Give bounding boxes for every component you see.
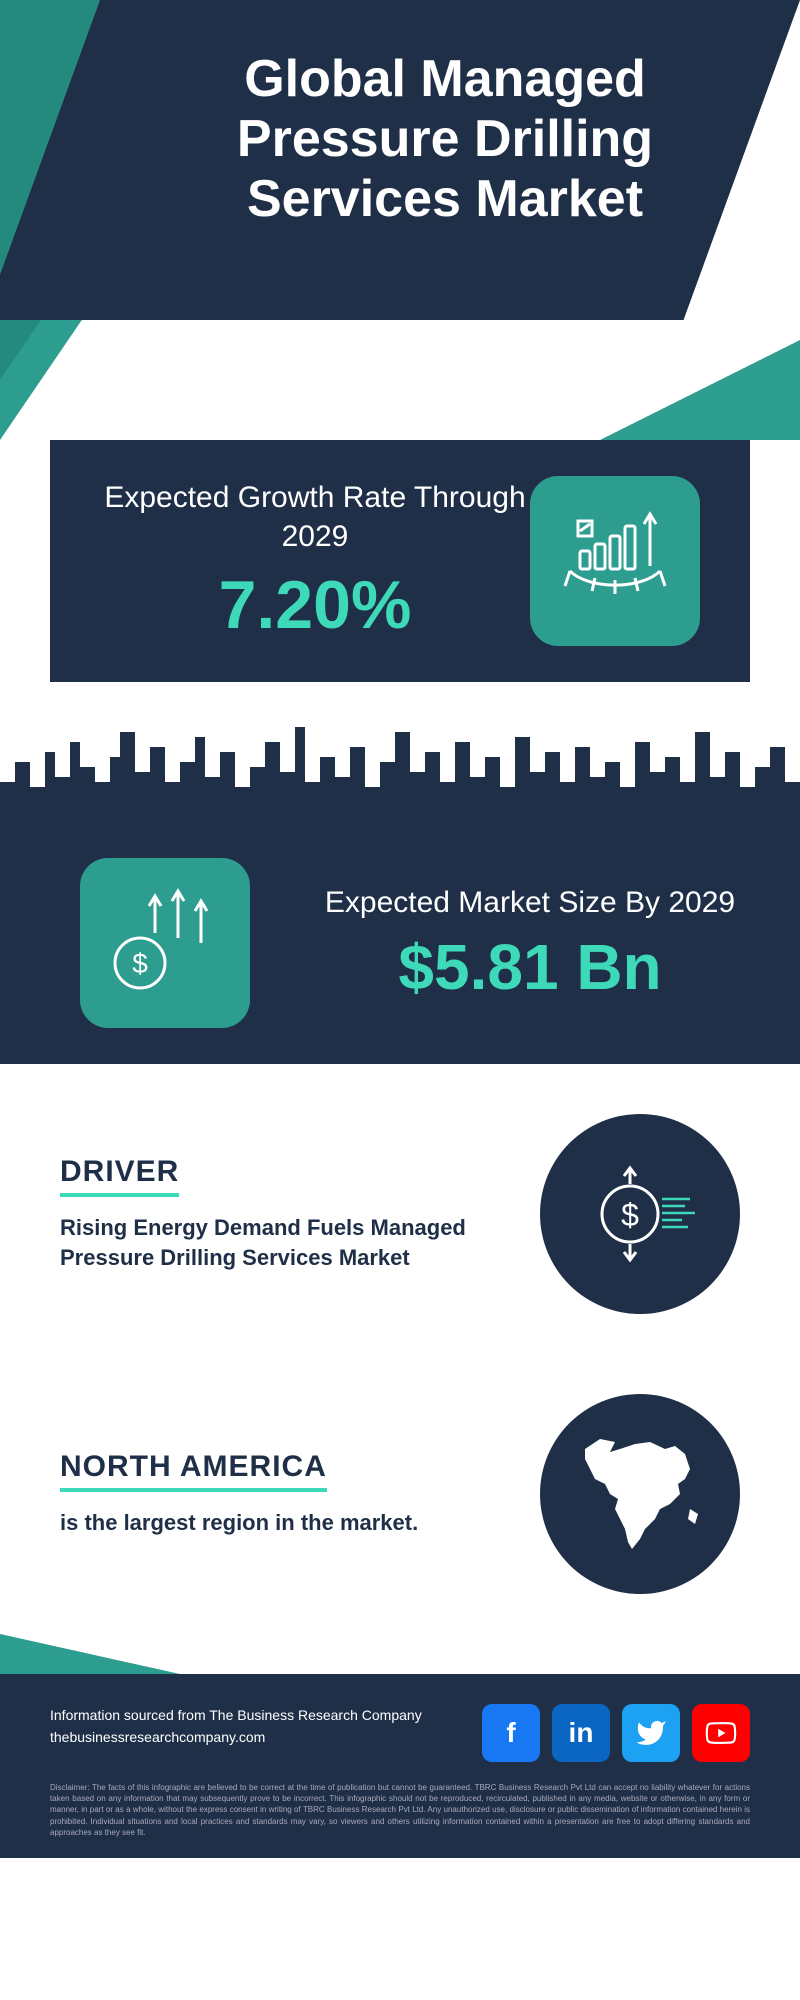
- youtube-icon[interactable]: [692, 1704, 750, 1762]
- driver-section: DRIVER Rising Energy Demand Fuels Manage…: [0, 1064, 800, 1344]
- footer: Information sourced from The Business Re…: [0, 1674, 800, 1858]
- growth-chart-icon: [530, 476, 700, 646]
- hero-section: Global Managed Pressure Drilling Service…: [0, 0, 800, 440]
- growth-rate-label: Expected Growth Rate Through 2029: [100, 478, 530, 556]
- facebook-icon[interactable]: f: [482, 1704, 540, 1762]
- driver-icon: $: [540, 1114, 740, 1314]
- market-size-text: Expected Market Size By 2029 $5.81 Bn: [310, 883, 750, 1004]
- footer-source: Information sourced from The Business Re…: [50, 1704, 422, 1749]
- footer-accent: [0, 1634, 180, 1674]
- driver-body: Rising Energy Demand Fuels Managed Press…: [60, 1213, 500, 1272]
- driver-text: DRIVER Rising Energy Demand Fuels Manage…: [60, 1155, 500, 1272]
- driver-heading: DRIVER: [60, 1155, 179, 1197]
- market-size-value: $5.81 Bn: [310, 930, 750, 1004]
- linkedin-icon[interactable]: in: [552, 1704, 610, 1762]
- north-america-map-icon: [540, 1394, 740, 1594]
- page-title: Global Managed Pressure Drilling Service…: [150, 50, 740, 229]
- region-heading: NORTH AMERICA: [60, 1450, 327, 1492]
- growth-rate-panel: Expected Growth Rate Through 2029 7.20%: [50, 440, 750, 682]
- region-body: is the largest region in the market.: [60, 1508, 500, 1538]
- growth-rate-text: Expected Growth Rate Through 2029 7.20%: [100, 478, 530, 644]
- social-links: f in: [482, 1704, 750, 1762]
- source-line2: thebusinessresearchcompany.com: [50, 1726, 422, 1748]
- footer-top-row: Information sourced from The Business Re…: [50, 1704, 750, 1762]
- region-text: NORTH AMERICA is the largest region in t…: [60, 1450, 500, 1538]
- source-line1: Information sourced from The Business Re…: [50, 1704, 422, 1726]
- market-size-panel: $ Expected Market Size By 2029 $5.81 Bn: [0, 822, 800, 1064]
- dollar-growth-icon: $: [80, 858, 250, 1028]
- svg-text:$: $: [621, 1197, 639, 1233]
- hero-bottom-accent: [600, 340, 800, 440]
- svg-text:$: $: [132, 948, 148, 979]
- region-section: NORTH AMERICA is the largest region in t…: [0, 1344, 800, 1624]
- market-size-label: Expected Market Size By 2029: [310, 883, 750, 922]
- disclaimer-text: Disclaimer: The facts of this infographi…: [50, 1782, 750, 1838]
- skyline-divider: [0, 712, 800, 822]
- growth-rate-value: 7.20%: [100, 566, 530, 644]
- twitter-icon[interactable]: [622, 1704, 680, 1762]
